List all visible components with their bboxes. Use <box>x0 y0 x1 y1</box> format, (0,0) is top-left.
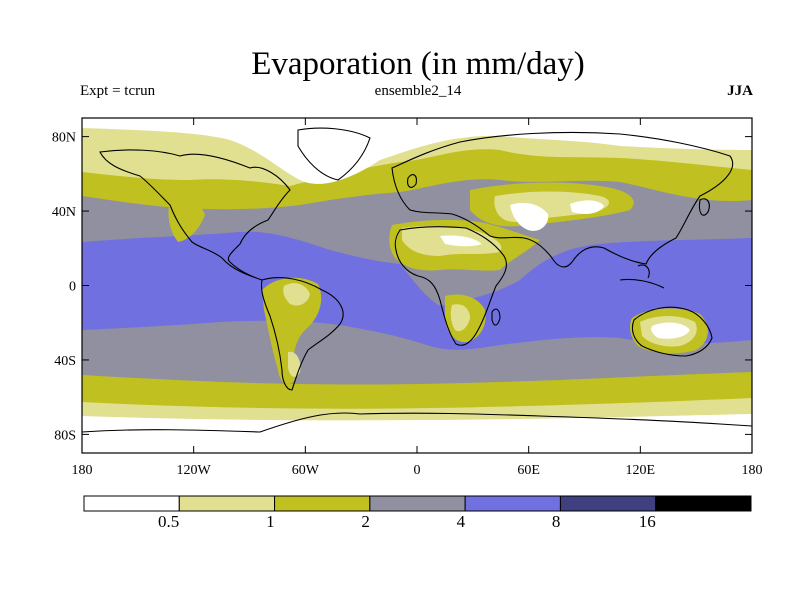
coast-madagascar <box>491 308 501 326</box>
lon-tick-label: 180 <box>72 463 93 478</box>
lon-tick-label: 0 <box>414 463 421 478</box>
lon-tick-label: 120W <box>177 463 212 478</box>
lat-tick-label: 80S <box>54 428 76 443</box>
region-s-africa-light <box>450 304 470 332</box>
colorbar-label: 2 <box>361 512 370 531</box>
colorbar: 0.5 1 2 4 8 16 <box>83 495 752 531</box>
map-plot-area <box>82 118 752 453</box>
band-north-white <box>82 118 752 184</box>
lat-tick-label: 40S <box>54 354 76 369</box>
colorbar-swatch <box>369 495 466 512</box>
colorbar-label: 4 <box>457 512 466 531</box>
region-asia-white-2 <box>570 200 604 214</box>
colorbar-swatch <box>83 495 180 512</box>
coast-eurasia <box>391 131 734 268</box>
band-south-white <box>82 414 752 453</box>
coastlines <box>82 127 752 433</box>
colorbar-swatch <box>274 495 371 512</box>
colorbar-swatch <box>178 495 276 512</box>
lon-tick-label: 60E <box>517 463 540 478</box>
coast-north-america <box>99 149 291 281</box>
coast-indonesia <box>619 264 665 289</box>
colorbar-label: 8 <box>552 512 561 531</box>
latitude-axis: 80N 40N 0 40S 80S <box>52 131 752 443</box>
coast-australia <box>631 306 713 357</box>
coast-uk <box>407 174 417 188</box>
lat-tick-label: 0 <box>69 280 76 295</box>
coast-antarctica <box>82 412 752 433</box>
region-sahara-white <box>440 235 482 247</box>
colorbar-swatch <box>559 495 657 512</box>
colorbar-label: 1 <box>266 512 275 531</box>
ensemble-label: ensemble2_14 <box>374 83 462 99</box>
experiment-label: Expt = tcrun <box>80 83 156 99</box>
map-title: Evaporation (in mm/day) <box>251 46 585 82</box>
lat-tick-label: 80N <box>52 131 76 146</box>
lon-tick-label: 180 <box>742 463 763 478</box>
coast-south-america <box>260 277 344 391</box>
coast-africa <box>394 226 507 346</box>
lat-tick-label: 40N <box>52 205 76 220</box>
region-patagonia-light <box>288 351 301 377</box>
region-asia-white-1 <box>510 202 549 231</box>
band-tropical-blue <box>82 231 752 350</box>
region-australia-white <box>651 322 690 339</box>
coast-japan <box>698 198 710 216</box>
region-s-america-olive <box>262 277 322 385</box>
region-s-america-light <box>283 283 310 306</box>
lon-tick-label: 60W <box>292 463 320 478</box>
season-label: JJA <box>727 83 753 99</box>
lon-tick-label: 120E <box>626 463 656 478</box>
colorbar-swatch <box>655 495 752 512</box>
longitude-axis: 180 120W 60W 0 60E 120E 180 <box>72 118 763 478</box>
coast-greenland <box>297 127 371 181</box>
colorbar-label: 16 <box>639 512 656 531</box>
colorbar-label: 0.5 <box>158 512 179 531</box>
colorbar-swatch <box>464 495 561 512</box>
region-n-america-olive <box>168 198 205 242</box>
